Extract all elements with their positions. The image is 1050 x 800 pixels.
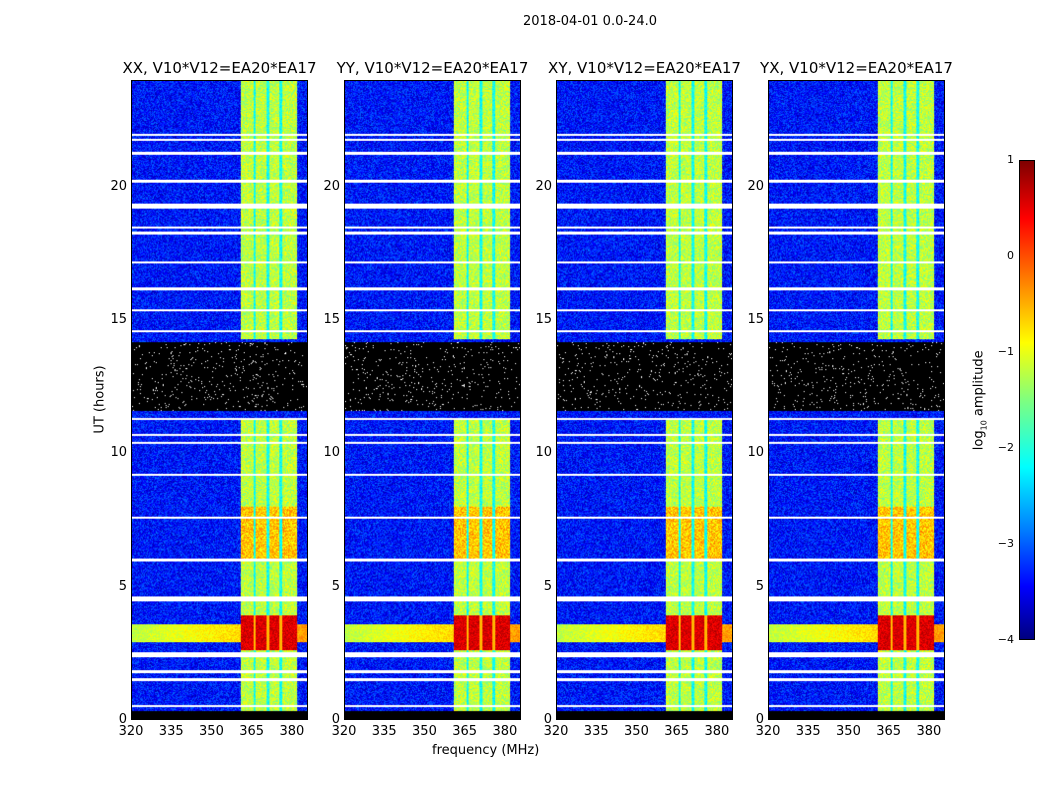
x-tick-label: 335: [158, 724, 184, 739]
y-tick-label: 5: [543, 578, 552, 594]
x-tick-label: 380: [704, 724, 730, 739]
y-tick-label: 10: [535, 445, 552, 461]
y-tick-label: 15: [110, 312, 127, 327]
colorbar-tick-label: 0: [1007, 249, 1014, 262]
heatmap-panel-1: [344, 80, 521, 720]
y-tick-label: 15: [535, 312, 552, 327]
y-axis-label: UT (hours): [92, 365, 108, 434]
y-tick-label: 5: [118, 578, 127, 594]
heatmap-panel-3: [768, 80, 945, 720]
y-tick-label: 0: [331, 712, 340, 727]
x-tick-label: 380: [492, 724, 518, 739]
x-tick-label: 380: [916, 724, 942, 739]
colorbar: [1019, 160, 1035, 640]
heatmap-panel-2: [556, 80, 733, 720]
y-tick-label: 0: [755, 712, 764, 727]
y-tick-label: 0: [118, 712, 127, 727]
colorbar-tick-label: −2: [997, 441, 1014, 454]
y-tick-label: 15: [747, 312, 764, 327]
heatmap-panel-0: [131, 80, 308, 720]
x-tick-label: 320: [118, 724, 144, 739]
y-tick-label: 20: [747, 178, 764, 194]
x-tick-label: 320: [331, 724, 357, 739]
x-tick-label: 335: [371, 724, 397, 739]
panel-title: YY, V10*V12=EA20*EA17: [336, 59, 529, 77]
figure-title: 2018-04-01 0.0-24.0: [523, 14, 657, 29]
x-tick-label: 350: [836, 724, 861, 739]
y-tick-label: 20: [110, 178, 127, 194]
panel-title: XY, V10*V12=EA20*EA17: [548, 59, 741, 77]
y-tick-label: 10: [323, 445, 340, 461]
x-tick-label: 380: [279, 724, 305, 739]
x-tick-label: 365: [452, 724, 478, 739]
y-tick-label: 5: [331, 578, 340, 594]
x-tick-label: 350: [199, 724, 224, 739]
x-tick-label: 365: [239, 724, 265, 739]
panel-title: YX, V10*V12=EA20*EA17: [760, 59, 953, 77]
x-tick-label: 350: [624, 724, 649, 739]
x-tick-label: 365: [664, 724, 690, 739]
panel-title: XX, V10*V12=EA20*EA17: [122, 59, 317, 77]
x-tick-label: 335: [795, 724, 821, 739]
y-tick-label: 5: [755, 578, 764, 594]
y-tick-label: 20: [323, 178, 340, 194]
colorbar-tick-label: 1: [1007, 153, 1014, 166]
y-tick-label: 10: [747, 445, 764, 461]
x-tick-label: 335: [583, 724, 609, 739]
x-tick-label: 350: [412, 724, 437, 739]
colorbar-tick-label: −4: [997, 633, 1014, 646]
colorbar-tick-label: −1: [997, 345, 1014, 358]
colorbar-label: log10 amplitude: [971, 350, 989, 451]
y-tick-label: 0: [543, 712, 552, 727]
y-tick-label: 15: [323, 312, 340, 327]
x-tick-label: 365: [876, 724, 902, 739]
colorbar-tick-label: −3: [997, 537, 1014, 550]
x-tick-label: 320: [755, 724, 781, 739]
y-tick-label: 20: [535, 178, 552, 194]
x-axis-label: frequency (MHz): [432, 743, 540, 758]
y-tick-label: 10: [110, 445, 127, 461]
x-tick-label: 320: [543, 724, 569, 739]
